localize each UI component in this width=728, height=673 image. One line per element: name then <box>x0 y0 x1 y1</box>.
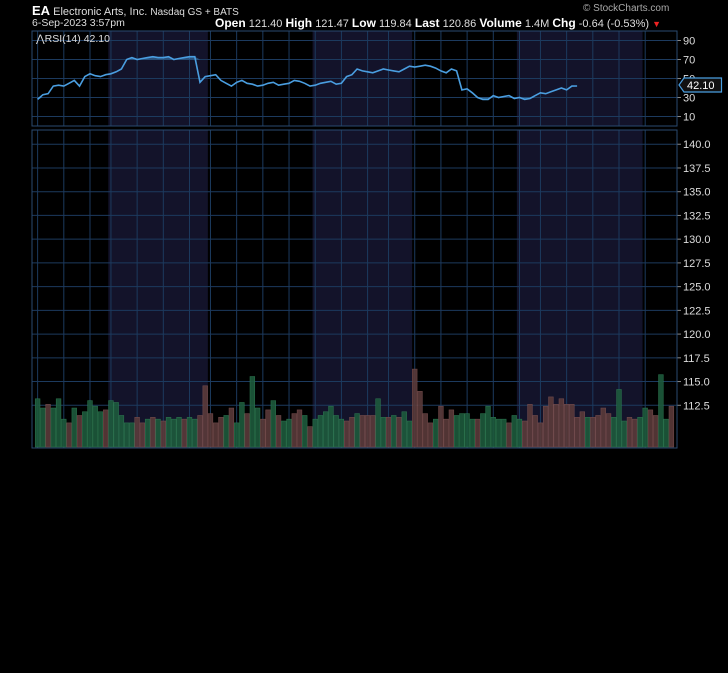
y-tick-label: 115.0 <box>683 377 710 389</box>
down-arrow-icon: ▼ <box>652 19 662 29</box>
y-tick-label: 132.5 <box>683 210 711 222</box>
y-tick-label: 127.5 <box>683 258 711 270</box>
volume-label: Volume <box>479 16 522 30</box>
volume-value: 1.4M <box>524 18 550 30</box>
price-panel: 112.5 115.0 117.5 120.0 122.5 125.0 127.5 130.0… <box>31 129 711 449</box>
svg-text:42.10: 42.10 <box>687 80 715 92</box>
high-label: High <box>285 16 313 30</box>
symbol: EA <box>32 3 51 18</box>
open-value: 121.40 <box>248 18 283 30</box>
y-tick-label: 140.0 <box>683 139 711 151</box>
quote-line: Open 121.40 High 121.47 Low 119.84 Last … <box>215 16 661 30</box>
last-value: 120.86 <box>442 18 477 30</box>
chg-label: Chg <box>552 16 576 30</box>
y-tick-label: 10 <box>683 112 695 124</box>
y-tick-label: 137.5 <box>683 163 711 175</box>
low-label: Low <box>351 16 376 30</box>
y-tick-label: 70 <box>683 55 695 67</box>
y-tick-label: 130.0 <box>683 234 711 246</box>
y-tick-label: 122.5 <box>683 305 711 317</box>
open-label: Open <box>215 16 246 30</box>
y-tick-label: 120.0 <box>683 329 711 341</box>
y-tick-label: 112.5 <box>683 400 710 412</box>
title-line: EA Electronic Arts, Inc. Nasdaq GS + BAT… <box>32 3 239 18</box>
y-tick-label: 125.0 <box>683 282 711 294</box>
rsi-last-value-tag: 42.10 <box>678 77 723 93</box>
volume-bars <box>34 368 675 448</box>
company-name: Electronic Arts, Inc. <box>53 6 148 18</box>
y-tick-label: 135.0 <box>683 187 711 199</box>
y-tick-label: 90 <box>683 36 695 48</box>
y-tick-label: 30 <box>683 93 695 105</box>
datetime: 6-Sep-2023 3:57pm <box>32 17 125 29</box>
high-value: 121.47 <box>315 18 349 30</box>
last-label: Last <box>414 16 440 30</box>
watermark: © StockCharts.com <box>583 3 670 14</box>
chg-value: -0.64 (-0.53%) <box>578 18 650 30</box>
exchange: Nasdaq GS + BATS <box>150 7 239 18</box>
rsi-legend: ⋀RSI(14) 42.10 <box>35 33 110 45</box>
low-value: 119.84 <box>378 18 412 30</box>
rsi-line <box>37 55 578 101</box>
y-tick-label: 117.5 <box>683 353 710 365</box>
chart-header: EA Electronic Arts, Inc. Nasdaq GS + BAT… <box>0 0 728 30</box>
rsi-panel: 1030507090⋀RSI(14) 42.10 <box>31 30 695 127</box>
